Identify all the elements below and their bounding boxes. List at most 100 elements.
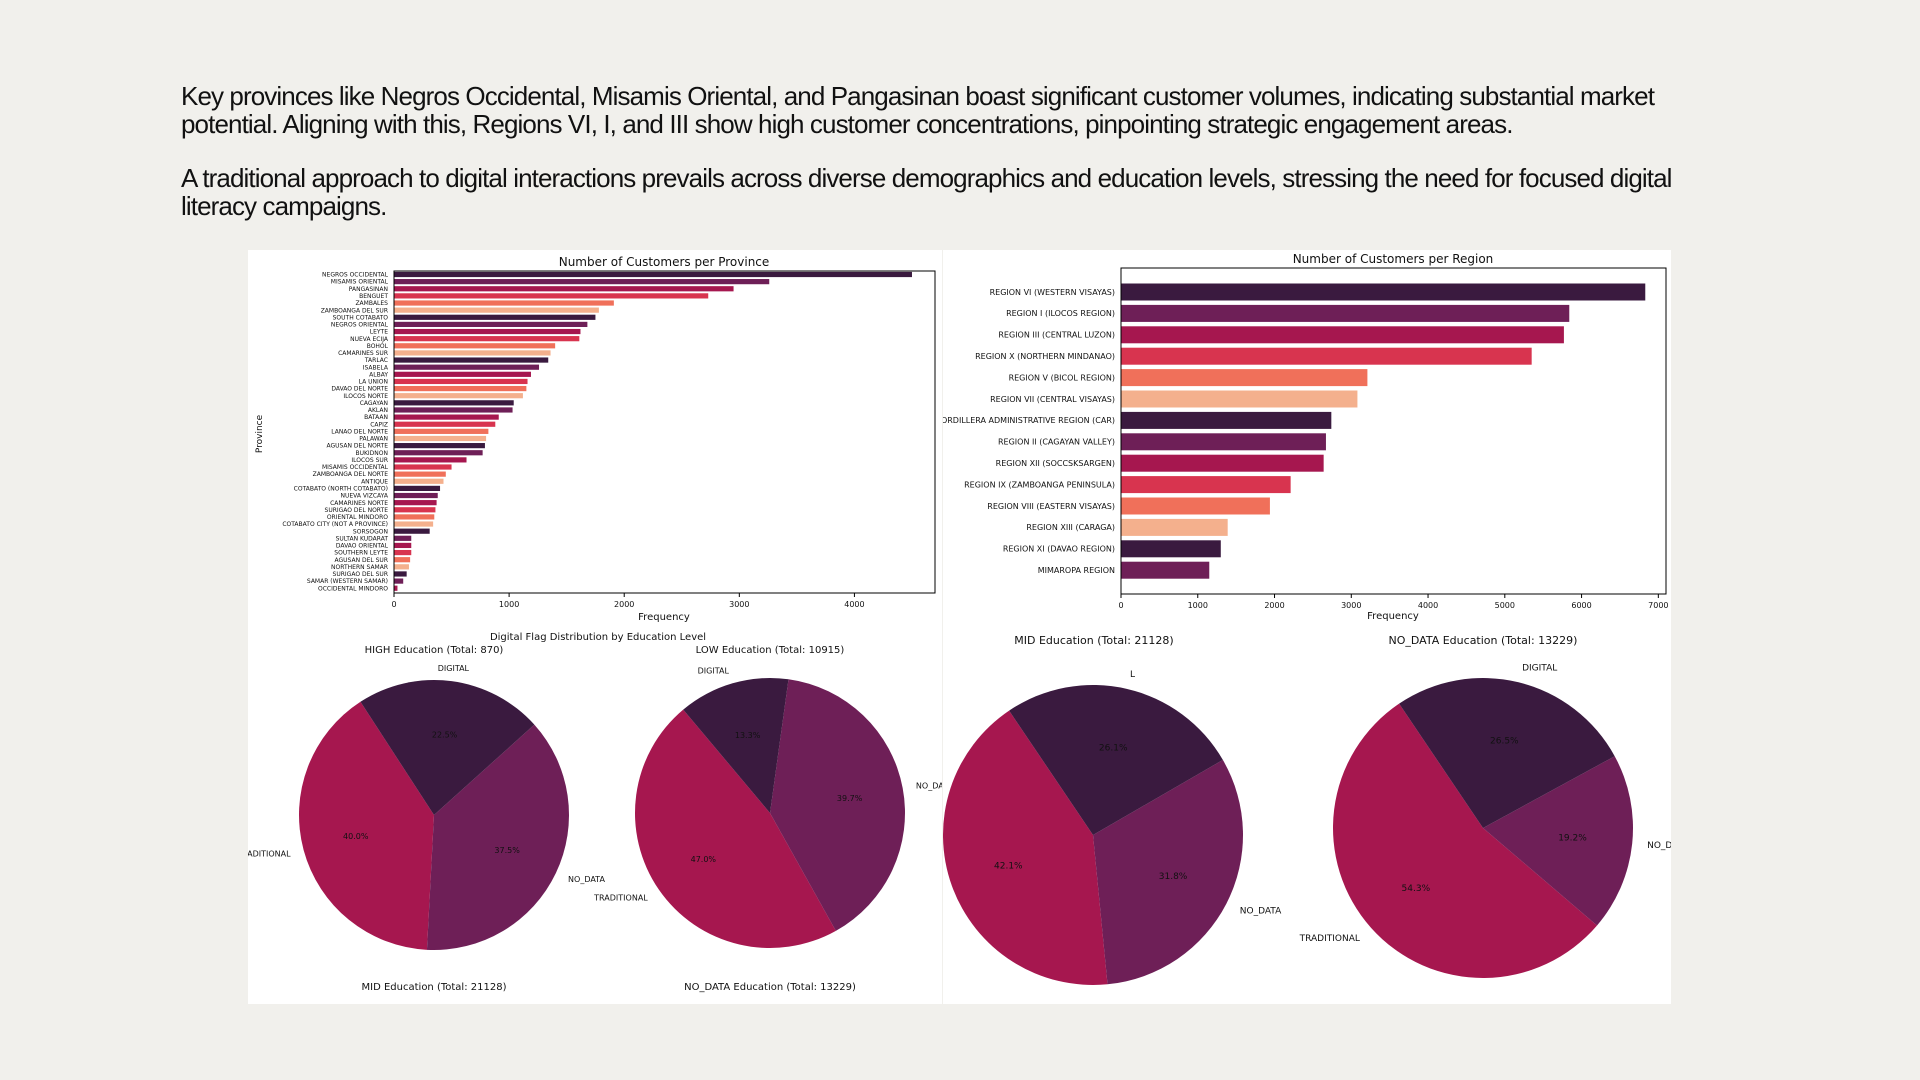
province-label: SURIGAO DEL NORTE (325, 507, 389, 514)
province-label: NUEVA ECIJA (350, 336, 389, 343)
pie-category-label: TRADITIONAL (248, 849, 291, 858)
region-xtick-label: 3000 (1341, 601, 1361, 610)
pie-mid-title: MID Education (Total: 21128) (1014, 634, 1173, 647)
province-bar (394, 443, 485, 449)
province-label: ISABELA (363, 364, 389, 371)
province-label: CAGAYAN (360, 400, 388, 407)
pie-high-title: HIGH Education (Total: 870) (365, 645, 504, 656)
province-bar (394, 328, 581, 335)
pie-category-label: DIGITAL (438, 664, 470, 673)
region-bar (1121, 390, 1358, 408)
pie-category-label: TRADITIONAL (593, 893, 648, 902)
province-bar (394, 271, 912, 278)
summary-paragraph-1: Key provinces like Negros Occidental, Mi… (181, 81, 1655, 139)
province-label: LANAO DEL NORTE (331, 428, 388, 435)
pie-slice (942, 710, 1108, 985)
province-label: SOUTHERN LEYTE (334, 550, 388, 557)
pie-category-label: NO_DATA (568, 875, 605, 884)
province-bar (394, 507, 436, 513)
province-bar (394, 279, 770, 285)
pie-pct-label: 26.5% (1490, 737, 1519, 747)
province-bar (394, 428, 489, 434)
province-label: PANGASINAN (349, 286, 388, 293)
province-bar (394, 557, 411, 563)
province-bar (394, 464, 452, 470)
pie-pct-label: 26.1% (1099, 743, 1128, 753)
province-xtick-label: 2000 (614, 600, 634, 609)
region-label: REGION VII (CENTRAL VISAYAS) (990, 395, 1115, 404)
pie-slice (1332, 703, 1598, 979)
pie-pct-label: 37.5% (494, 846, 520, 855)
province-label: ALBAY (369, 371, 388, 378)
province-bar (394, 535, 412, 541)
region-bar (1121, 304, 1570, 322)
region-label: REGION I (ILOCOS REGION) (1006, 309, 1115, 318)
province-label: ORIENTAL MINDORO (327, 514, 388, 521)
pie-pct-label: 13.3% (735, 731, 761, 740)
province-bar (394, 314, 596, 320)
region-chart-frame (1120, 267, 1667, 595)
province-bar (394, 485, 441, 491)
province-bar (394, 307, 599, 313)
province-bar (394, 400, 514, 406)
province-label: CAMARINES SUR (338, 350, 388, 357)
pie-category-label: L (1130, 670, 1135, 680)
pie-category-label: TRADITIONAL (1299, 934, 1360, 944)
province-bar (394, 350, 551, 356)
province-label: PALAWAN (359, 436, 388, 443)
pie-pct-label: 39.7% (837, 794, 863, 803)
pie-pct-label: 42.1% (994, 861, 1023, 871)
region-bar (1121, 476, 1291, 494)
pie-category-label: DIGITAL (698, 666, 730, 675)
province-xtick-label: 3000 (729, 600, 749, 609)
province-bar (394, 407, 513, 413)
region-label: CORDILLERA ADMINISTRATIVE REGION (CAR) (943, 416, 1115, 425)
region-chart-title: Number of Customers per Region (1293, 252, 1494, 266)
province-bar (394, 514, 435, 520)
pie-pct-label: 40.0% (343, 832, 369, 841)
province-label: OCCIDENTAL MINDORO (318, 585, 388, 592)
province-label: ZAMBOANGA DEL SUR (321, 307, 388, 314)
province-label: LA UNION (359, 379, 388, 386)
region-xtick-label: 0 (1118, 601, 1123, 610)
province-bar (394, 478, 444, 484)
region-xtick-label: 5000 (1495, 601, 1515, 610)
province-label: AGUSAN DEL SUR (335, 557, 389, 564)
province-label: NEGROS ORIENTAL (331, 322, 389, 329)
pie-category-label: NO_DATA (916, 782, 942, 791)
region-label: REGION VIII (EASTERN VISAYAS) (987, 502, 1115, 511)
region-bar (1121, 561, 1210, 579)
province-bar (394, 500, 437, 506)
pie-low-title: LOW Education (Total: 10915) (696, 645, 845, 656)
province-label: AKLAN (368, 407, 388, 414)
left-chart-svg: Number of Customers per Province Provinc… (236, 255, 953, 993)
region-bar (1121, 326, 1564, 344)
pie-slice (634, 709, 836, 949)
pie-slice (1399, 678, 1615, 828)
region-xtick-label: 2000 (1264, 601, 1284, 610)
pie-nodata-title: NO_DATA Education (Total: 13229) (1389, 634, 1578, 647)
province-bar (394, 393, 523, 399)
province-label: ZAMBOANGA DEL NORTE (313, 471, 389, 478)
province-bar (394, 371, 531, 377)
region-bar (1121, 347, 1532, 365)
province-bar (394, 435, 487, 442)
region-chart-xlabel: Frequency (1367, 611, 1419, 622)
province-bar (394, 414, 499, 420)
region-label: REGION III (CENTRAL LUZON) (998, 331, 1115, 340)
pie-category-label: DIGITAL (1522, 664, 1557, 674)
province-label: SAMAR (WESTERN SAMAR) (307, 578, 388, 585)
region-label: REGION XIII (CARAGA) (1026, 523, 1115, 532)
pie-pct-label: 54.3% (1402, 884, 1431, 894)
pie-slice (1093, 759, 1243, 985)
pie-suptitle: Digital Flag Distribution by Education L… (490, 632, 706, 643)
pie-category-label: NO_DATA (1240, 906, 1282, 916)
province-bar (394, 542, 412, 549)
pie-category-label: NO_DATA (1647, 841, 1671, 851)
province-bar (394, 385, 527, 392)
province-xtick-label: 1000 (499, 600, 519, 609)
province-bar (394, 336, 580, 342)
region-xtick-label: 6000 (1571, 601, 1591, 610)
province-bar (394, 528, 430, 534)
region-label: REGION XI (DAVAO REGION) (1003, 545, 1115, 554)
